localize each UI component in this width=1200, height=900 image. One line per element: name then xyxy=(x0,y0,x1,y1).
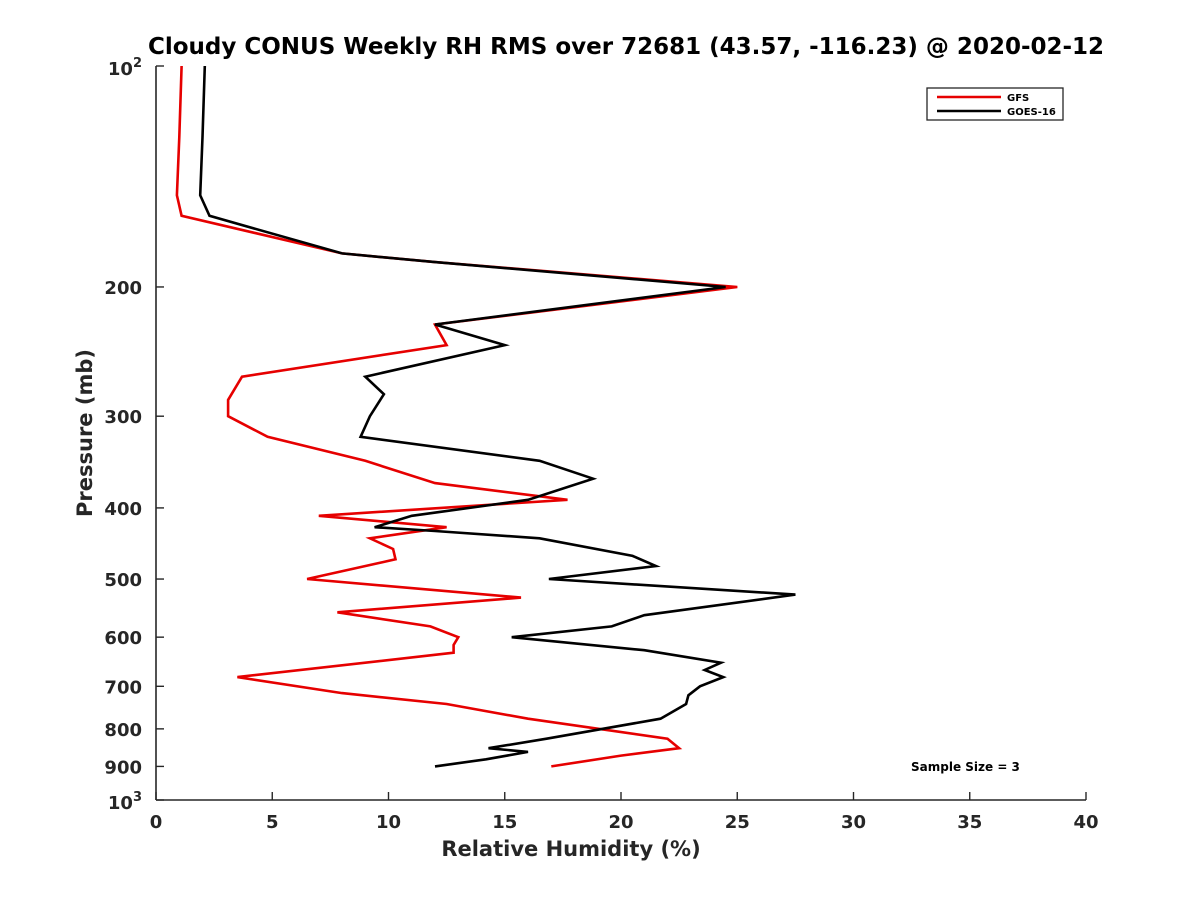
axes xyxy=(155,65,1087,801)
y-tick-label: 600 xyxy=(104,628,142,649)
sample-size-annotation: Sample Size = 3 xyxy=(911,760,1020,774)
x-tick-label: 5 xyxy=(266,812,279,833)
legend-box xyxy=(926,87,1064,121)
y-tick-label: 500 xyxy=(104,570,142,591)
x-tick-label: 30 xyxy=(841,812,866,833)
x-tick-label: 25 xyxy=(725,812,750,833)
y-tick-label: 103 xyxy=(108,790,142,814)
x-tick-label: 35 xyxy=(957,812,982,833)
chart-title: Cloudy CONUS Weekly RH RMS over 72681 (4… xyxy=(148,34,1104,60)
y-tick-label: 900 xyxy=(104,757,142,778)
y-tick-label: 200 xyxy=(104,278,142,299)
x-tick-label: 15 xyxy=(492,812,517,833)
plot-area xyxy=(156,66,1086,800)
legend-label: GOES-16 xyxy=(1007,107,1056,118)
legend: GFS GOES-16 xyxy=(926,87,1064,121)
y-axis-title: Pressure (mb) xyxy=(73,349,97,517)
legend-label: GFS xyxy=(1007,93,1029,104)
y-tick-label: 300 xyxy=(104,407,142,428)
x-tick-label: 10 xyxy=(376,812,401,833)
data-series xyxy=(175,65,796,768)
y-tick-label: 400 xyxy=(104,499,142,520)
tick-labels: 0 5 10 15 20 25 30 35 40 102 200 300 400 500 600 700 800… xyxy=(104,56,1098,833)
x-tick-label: 20 xyxy=(608,812,633,833)
y-tick-label: 102 xyxy=(108,56,142,80)
x-tick-label: 0 xyxy=(150,812,163,833)
series-line-goes-16 xyxy=(198,65,796,768)
y-tick-label: 800 xyxy=(104,720,142,741)
x-axis-title: Relative Humidity (%) xyxy=(441,837,700,861)
x-tick-label: 40 xyxy=(1073,812,1098,833)
y-tick-label: 700 xyxy=(104,677,142,698)
